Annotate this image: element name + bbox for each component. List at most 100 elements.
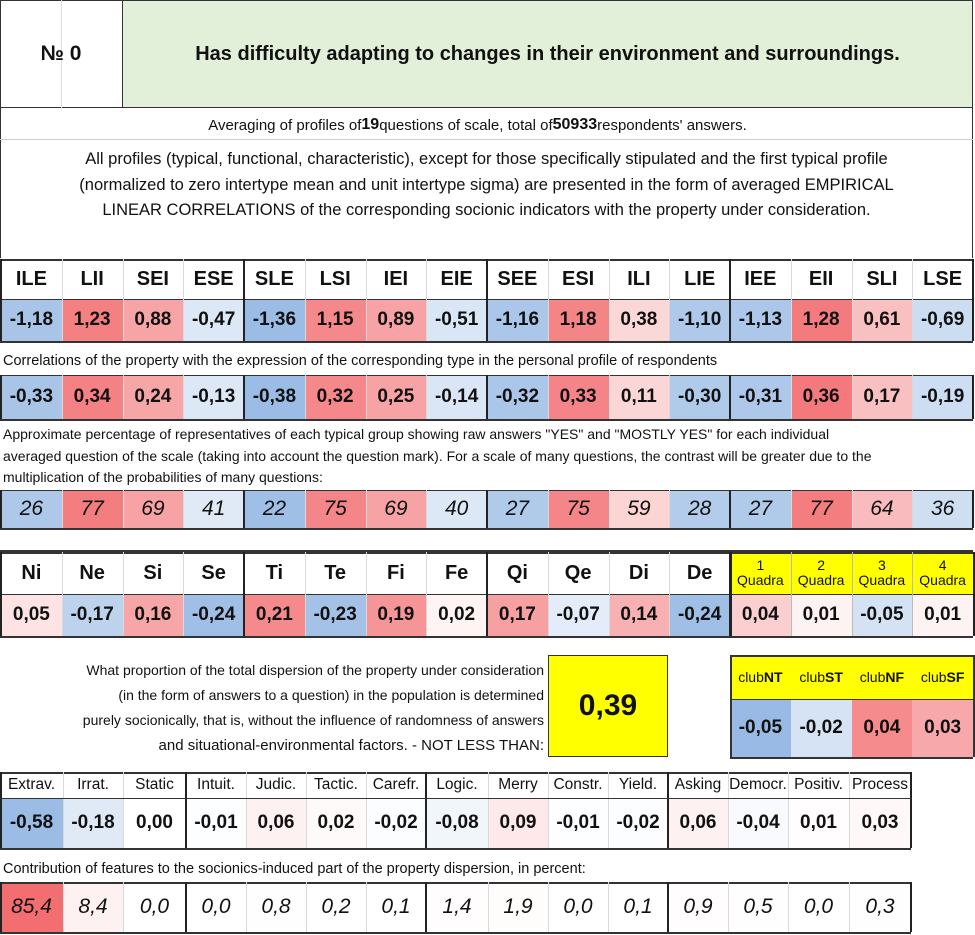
function-value: 0,19 (365, 594, 427, 636)
type-normalized-value: 1,23 (61, 299, 123, 341)
club-header: club ST (790, 655, 852, 699)
type-normalized-value: 0,89 (365, 299, 427, 341)
function-value: 0,14 (608, 594, 670, 636)
trait-header: Positiv. (794, 776, 843, 793)
trait-header: Tactic. (314, 776, 358, 793)
function-header: Qe (564, 561, 592, 584)
trait-value: 0,06 (668, 798, 728, 848)
type-header: ESI (547, 259, 609, 299)
function-header: Fi (386, 561, 405, 584)
type-correlation-value: -0,14 (426, 375, 487, 419)
type-percentage-value: 69 (122, 490, 184, 528)
info-box (0, 108, 973, 258)
type-correlation-value: -0,19 (912, 375, 973, 419)
trait-contribution: 1,4 (426, 882, 488, 932)
trait-header: Asking (674, 776, 722, 793)
type-percentage-value: 77 (790, 490, 852, 528)
function-value: -0,24 (183, 594, 244, 636)
type-normalized-value: -1,18 (1, 299, 62, 341)
trait-contribution: 0,2 (306, 882, 366, 932)
type-percentage-value: 26 (1, 490, 62, 528)
type-normalized-value: -1,10 (669, 299, 730, 341)
type-header: ESE (183, 259, 244, 299)
profile-number: № 0 (40, 42, 82, 65)
title-banner (122, 0, 973, 108)
percentages-label: Approximate percentage of representative… (3, 426, 872, 485)
function-header: Di (628, 561, 649, 584)
trait-header: Static (135, 776, 174, 793)
type-percentage-value: 27 (487, 490, 548, 528)
trait-value: -0,58 (0, 798, 63, 848)
type-header: SLE (244, 259, 305, 299)
quadra-value: 0,04 (730, 594, 791, 636)
questions-count: 19 (361, 116, 380, 133)
trait-contribution: 8,4 (63, 882, 123, 932)
trait-contribution: 0,1 (366, 882, 426, 932)
dispersion-value: 0,39 (548, 655, 668, 757)
type-header: LSI (304, 259, 366, 299)
averaging-summary: Averaging of profiles of 19 questions of… (208, 116, 747, 134)
trait-value: -0,04 (728, 798, 788, 848)
trait-header: Democr. (729, 776, 787, 793)
type-header: SEI (122, 259, 184, 299)
trait-value: 0,01 (788, 798, 849, 848)
trait-value: 0,03 (849, 798, 911, 848)
type-header: EIE (426, 259, 487, 299)
type-header: EII (790, 259, 852, 299)
function-value: -0,23 (304, 594, 366, 636)
trait-value: -0,01 (186, 798, 246, 848)
club-header: club NT (730, 655, 791, 699)
trait-contribution: 0,0 (186, 882, 246, 932)
type-correlation-value: 0,11 (608, 375, 670, 419)
type-correlation-value: -0,38 (244, 375, 305, 419)
type-normalized-value: 0,61 (851, 299, 913, 341)
type-percentage-value: 36 (912, 490, 973, 528)
type-normalized-value: 1,28 (790, 299, 852, 341)
type-correlation-value: -0,13 (183, 375, 244, 419)
club-value: 0,04 (851, 699, 913, 757)
trait-contribution: 0,8 (246, 882, 306, 932)
quadra-header: 3 Quadra (851, 552, 913, 594)
type-normalized-value: 1,18 (547, 299, 609, 341)
trait-contribution: 0,0 (548, 882, 608, 932)
type-header: LSE (912, 259, 973, 299)
description-text: All profiles (typical, functional, chara… (79, 150, 894, 219)
trait-contribution: 0,0 (788, 882, 849, 932)
function-header: Ne (79, 561, 105, 584)
trait-value: -0,02 (366, 798, 426, 848)
type-header: LII (61, 259, 123, 299)
type-percentage-value: 69 (365, 490, 427, 528)
type-header: LIE (669, 259, 730, 299)
type-normalized-value: -0,47 (183, 299, 244, 341)
club-header: club SF (912, 655, 973, 699)
trait-contribution: 0,5 (728, 882, 788, 932)
trait-header: Carefr. (372, 776, 420, 793)
type-correlation-value: -0,30 (669, 375, 730, 419)
function-value: 0,02 (426, 594, 487, 636)
type-header: SLI (851, 259, 913, 299)
function-header: Se (201, 561, 226, 584)
type-percentage-value: 59 (608, 490, 670, 528)
trait-value: 0,06 (246, 798, 306, 848)
function-header: Si (143, 561, 163, 584)
trait-value: 0,02 (306, 798, 366, 848)
type-percentage-value: 22 (244, 490, 305, 528)
trait-header: Constr. (553, 776, 603, 793)
function-header: Fe (444, 561, 469, 584)
trait-contribution: 85,4 (0, 882, 63, 932)
function-header: Ti (265, 561, 284, 584)
trait-header: Process (852, 776, 908, 793)
type-normalized-value: 0,88 (122, 299, 184, 341)
page-title: Has difficulty adapting to changes in th… (195, 42, 900, 65)
function-value: 0,17 (487, 594, 548, 636)
type-normalized-value: -1,36 (244, 299, 305, 341)
club-value: 0,03 (912, 699, 973, 757)
type-correlation-value: -0,33 (1, 375, 62, 419)
type-percentage-value: 40 (426, 490, 487, 528)
function-value: -0,07 (547, 594, 609, 636)
type-correlation-value: 0,25 (365, 375, 427, 419)
trait-value: 0,00 (123, 798, 186, 848)
type-normalized-value: 0,38 (608, 299, 670, 341)
function-header: Te (324, 561, 347, 584)
type-correlation-value: -0,32 (487, 375, 548, 419)
